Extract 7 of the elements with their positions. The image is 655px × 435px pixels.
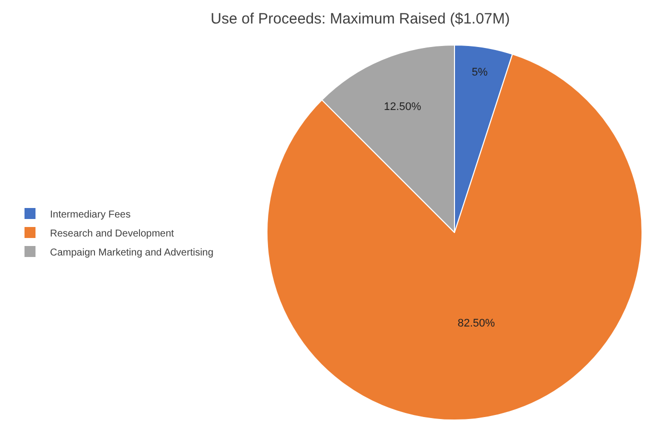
legend-label: Intermediary Fees (50, 209, 131, 220)
chart-title: Use of Proceeds: Maximum Raised ($1.07M) (210, 10, 510, 28)
data-label: 12.50% (384, 101, 422, 114)
data-label: 5% (472, 66, 488, 78)
legend-label: Research and Development (50, 228, 174, 240)
data-label: 82.50% (458, 318, 496, 330)
legend-label: Campaign Marketing and Advertising (50, 247, 214, 258)
